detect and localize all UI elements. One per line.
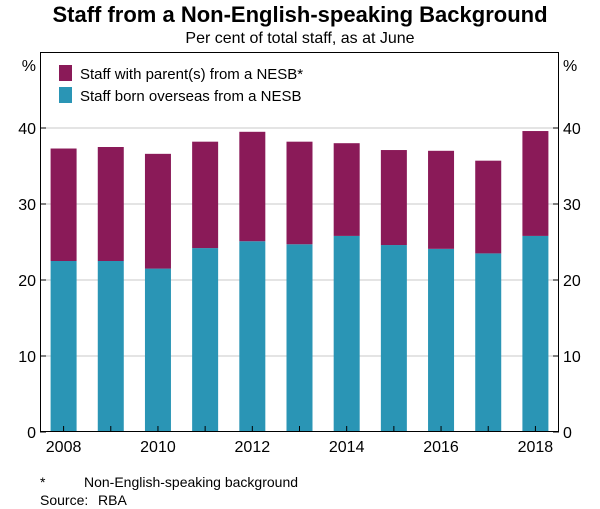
y-tick-label-right: 30	[563, 197, 581, 214]
y-tick-label-right: 20	[563, 273, 581, 290]
bar-parents	[239, 131, 266, 242]
legend-label: Staff born overseas from a NESB	[80, 88, 302, 105]
bar-parents	[522, 131, 549, 236]
x-tick-label: 2010	[140, 439, 176, 456]
y-axis-unit-right: %	[563, 58, 577, 75]
bar-parents	[380, 150, 407, 246]
bar-overseas	[380, 245, 407, 432]
x-tick-label: 2016	[423, 439, 459, 456]
footnote-marker: *	[40, 474, 46, 490]
plot-frame	[40, 52, 559, 432]
x-tick-label: 2012	[235, 439, 271, 456]
x-tick-label: 2018	[518, 439, 554, 456]
bar-overseas	[192, 248, 219, 432]
bar-overseas	[50, 261, 77, 432]
bar-overseas	[522, 235, 549, 432]
source-label: Source:	[40, 492, 89, 508]
bar-overseas	[475, 253, 502, 432]
bar-overseas	[286, 244, 313, 432]
footnote-text: Non-English-speaking background	[84, 474, 299, 490]
bar-overseas	[97, 261, 124, 432]
x-tick-label: 2014	[329, 439, 365, 456]
y-tick-label-left: 0	[27, 425, 36, 442]
legend-swatch	[59, 87, 72, 103]
y-axis-unit-left: %	[22, 58, 36, 75]
chart-subtitle: Per cent of total staff, as at June	[185, 30, 415, 47]
legend-swatch	[59, 65, 72, 81]
bar-parents	[97, 147, 124, 261]
x-tick-label: 2008	[46, 439, 82, 456]
bar-parents	[333, 143, 360, 236]
chart-title: Staff from a Non-English-speaking Backgr…	[52, 2, 548, 27]
source-text: RBA	[98, 492, 127, 508]
bar-parents	[50, 148, 77, 261]
bar-parents	[286, 141, 313, 245]
bar-overseas	[144, 268, 171, 432]
bar-overseas	[239, 241, 266, 432]
bar-parents	[475, 160, 502, 254]
footnote: * Non-English-speaking background	[40, 474, 298, 490]
y-tick-label-right: 40	[563, 121, 581, 138]
y-tick-label-right: 0	[563, 425, 572, 442]
bar-overseas	[428, 248, 455, 432]
y-tick-label-left: 30	[18, 197, 36, 214]
y-tick-label-left: 20	[18, 273, 36, 290]
y-tick-label-left: 40	[18, 121, 36, 138]
bar-parents	[192, 141, 219, 249]
legend-label: Staff with parent(s) from a NESB*	[80, 66, 303, 83]
y-tick-label-right: 10	[563, 349, 581, 366]
source-note: Source: RBA	[40, 492, 127, 508]
bar-parents	[144, 153, 171, 269]
bar-parents	[428, 150, 455, 249]
y-tick-label-left: 10	[18, 349, 36, 366]
bar-overseas	[333, 235, 360, 432]
